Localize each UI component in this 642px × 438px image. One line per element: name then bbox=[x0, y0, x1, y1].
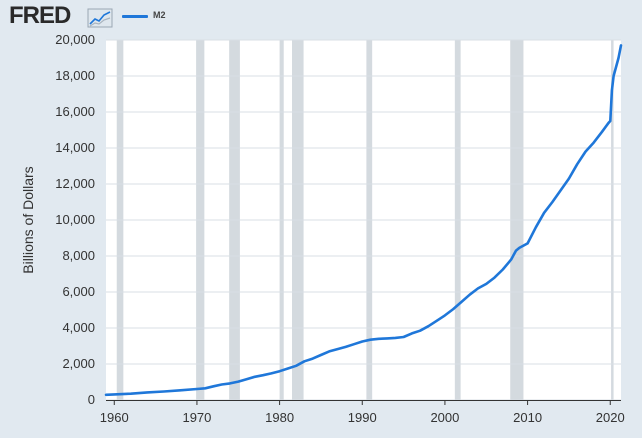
y-tick-label: 4,000 bbox=[62, 320, 95, 335]
x-tick-label: 1980 bbox=[265, 410, 294, 425]
series-layer bbox=[104, 44, 623, 397]
y-tick-label: 8,000 bbox=[62, 248, 95, 263]
x-tick-label: 2010 bbox=[513, 410, 542, 425]
y-tick-label: 10,000 bbox=[55, 212, 95, 227]
y-tick-label: 2,000 bbox=[62, 356, 95, 371]
y-tick-label: 6,000 bbox=[62, 284, 95, 299]
y-tick-label: 0 bbox=[88, 392, 95, 407]
y-tick-label: 16,000 bbox=[55, 104, 95, 119]
axes: 0 2,000 4,000 6,000 8,000 10,000 12,000 14,000 1… bbox=[55, 32, 624, 425]
line-chart-icon bbox=[87, 8, 113, 28]
legend-label-m2: M2 bbox=[153, 10, 166, 20]
series-line-m2[interactable] bbox=[104, 44, 623, 397]
x-tick-label: 2000 bbox=[430, 410, 459, 425]
x-tick-label: 2020 bbox=[596, 410, 625, 425]
y-axis-label: Billions of Dollars bbox=[20, 166, 36, 273]
fred-logo[interactable]: FRED bbox=[9, 2, 71, 29]
y-tick-label: 14,000 bbox=[55, 140, 95, 155]
y-tick-label: 12,000 bbox=[55, 176, 95, 191]
x-tick-label: 1990 bbox=[348, 410, 377, 425]
chart-header: FRED M2 bbox=[0, 0, 642, 36]
x-tick-label: 1960 bbox=[100, 410, 129, 425]
x-tick-label: 1970 bbox=[182, 410, 211, 425]
legend-swatch-m2 bbox=[122, 15, 148, 18]
y-tick-label: 18,000 bbox=[55, 68, 95, 83]
y-tick-label: 20,000 bbox=[55, 32, 95, 47]
